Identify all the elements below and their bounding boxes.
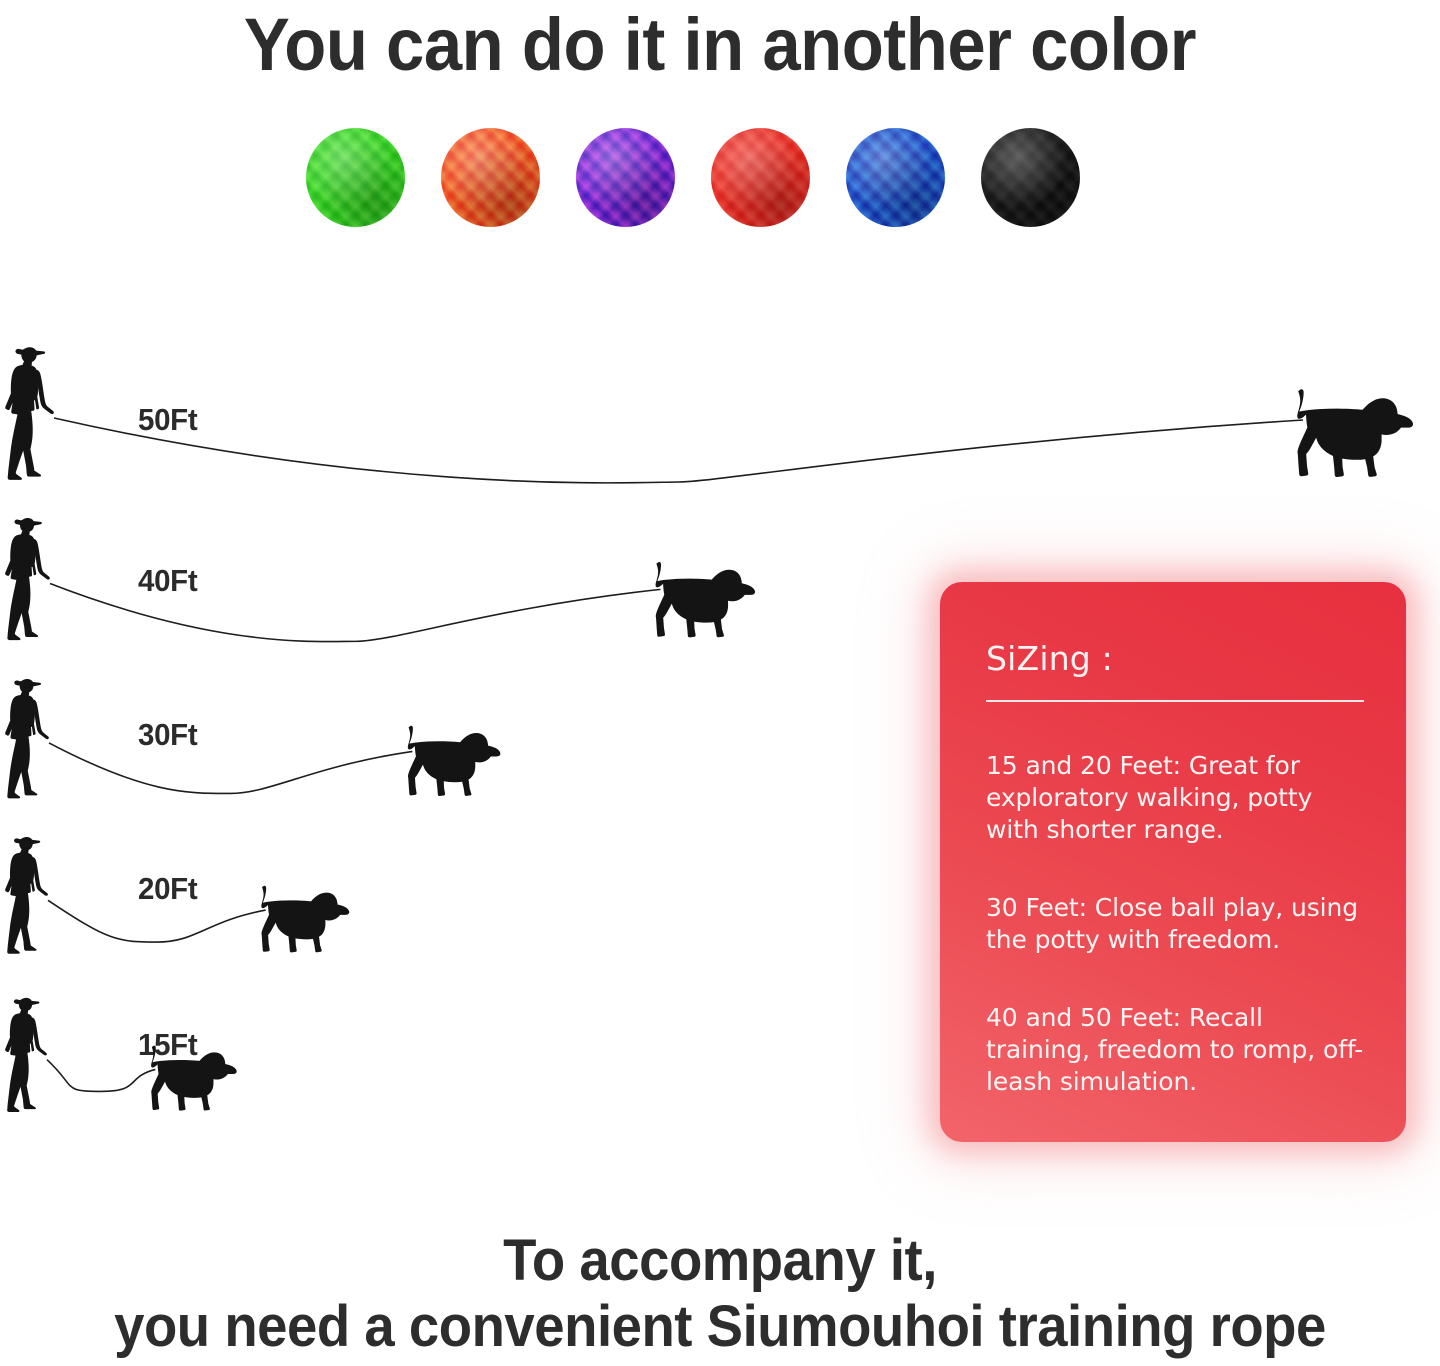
footer-tagline: To accompany it, you need a convenient S… (0, 1228, 1440, 1360)
color-swatch-orange[interactable] (441, 127, 540, 227)
swatch-shading (846, 127, 945, 227)
walker-figure (4, 345, 56, 487)
leash-rope (46, 1059, 156, 1093)
sizing-card-divider (986, 700, 1364, 702)
length-label-15ft: 15Ft (138, 1027, 198, 1062)
sizing-card-heading: SiZing : (986, 639, 1113, 678)
dog-silhouette (261, 885, 350, 953)
dog-silhouette (407, 725, 501, 797)
color-swatch-black[interactable] (981, 127, 1080, 227)
rope-weave-texture (306, 127, 405, 227)
leash-rope (53, 417, 1304, 484)
footer-line-1: To accompany it, (503, 1228, 937, 1293)
page-title: You can do it in another color (243, 3, 1197, 86)
dog-figure (252, 884, 351, 961)
leash-row-50ft: 50Ft (0, 322, 1440, 487)
walker-figure (4, 996, 49, 1119)
length-label-20ft: 20Ft (138, 871, 198, 906)
color-swatch-green[interactable] (306, 127, 405, 227)
dog-figure (645, 560, 757, 647)
leash-row-20ft: 20Ft (0, 805, 1440, 961)
walker-figure (4, 516, 52, 647)
walker-arm (32, 538, 50, 580)
color-swatch-purple[interactable] (576, 127, 675, 227)
rope-weave-texture (576, 127, 675, 227)
length-label-50ft: 50Ft (138, 402, 198, 437)
sizing-paragraph: 30 Feet: Close ball play, using the pott… (986, 893, 1359, 954)
dog-silhouette (1297, 389, 1413, 478)
leash-length-diagram: 50Ft 40Ft 30Ft 20Ft 15Ft (0, 322, 1440, 1132)
dog-silhouette (151, 1045, 237, 1111)
leash-rope (47, 899, 266, 943)
walker-arm (30, 1017, 47, 1056)
sizing-paragraph: 15 and 20 Feet: Great for exploratory wa… (986, 751, 1313, 844)
swatch-shading (441, 127, 540, 227)
leash-row-30ft: 30Ft (0, 647, 1440, 805)
dog-silhouette (655, 562, 756, 638)
walker-silhouette (5, 347, 54, 480)
sizing-paragraph: 40 and 50 Feet: Recall training, freedom… (986, 1003, 1364, 1096)
walker-arm (31, 857, 48, 897)
swatch-shading (981, 127, 1080, 227)
dog-figure (1285, 387, 1415, 487)
sizing-card: SiZing : 15 and 20 Feet: Great for explo… (940, 582, 1406, 1142)
leash-rope (48, 742, 413, 795)
rope-weave-texture (441, 127, 540, 227)
walker-silhouette (5, 518, 50, 641)
color-swatch-blue[interactable] (846, 127, 945, 227)
length-label-30ft: 30Ft (138, 717, 198, 752)
walker-arm (31, 699, 49, 739)
color-swatch-row (306, 127, 1136, 227)
rope-weave-texture (981, 127, 1080, 227)
rope-weave-texture (711, 127, 810, 227)
rope-weave-texture (846, 127, 945, 227)
walker-arm (34, 369, 54, 415)
leash-row-40ft: 40Ft (0, 487, 1440, 647)
color-swatch-red[interactable] (711, 127, 810, 227)
walker-silhouette (5, 998, 47, 1113)
leash-rope (49, 582, 661, 643)
swatch-shading (711, 127, 810, 227)
length-label-40ft: 40Ft (138, 563, 198, 598)
dog-figure (142, 1044, 238, 1119)
footer-line-2: you need a convenient Siumouhoi training… (114, 1294, 1326, 1359)
walker-figure (4, 677, 51, 805)
swatch-shading (306, 127, 405, 227)
walker-silhouette (5, 837, 48, 955)
sizing-card-body: 15 and 20 Feet: Great for exploratory wa… (986, 750, 1364, 1098)
swatch-shading (576, 127, 675, 227)
leash-row-15ft: 15Ft (0, 961, 1440, 1119)
walker-silhouette (5, 678, 49, 799)
dog-figure (398, 724, 502, 805)
walker-figure (4, 835, 50, 961)
